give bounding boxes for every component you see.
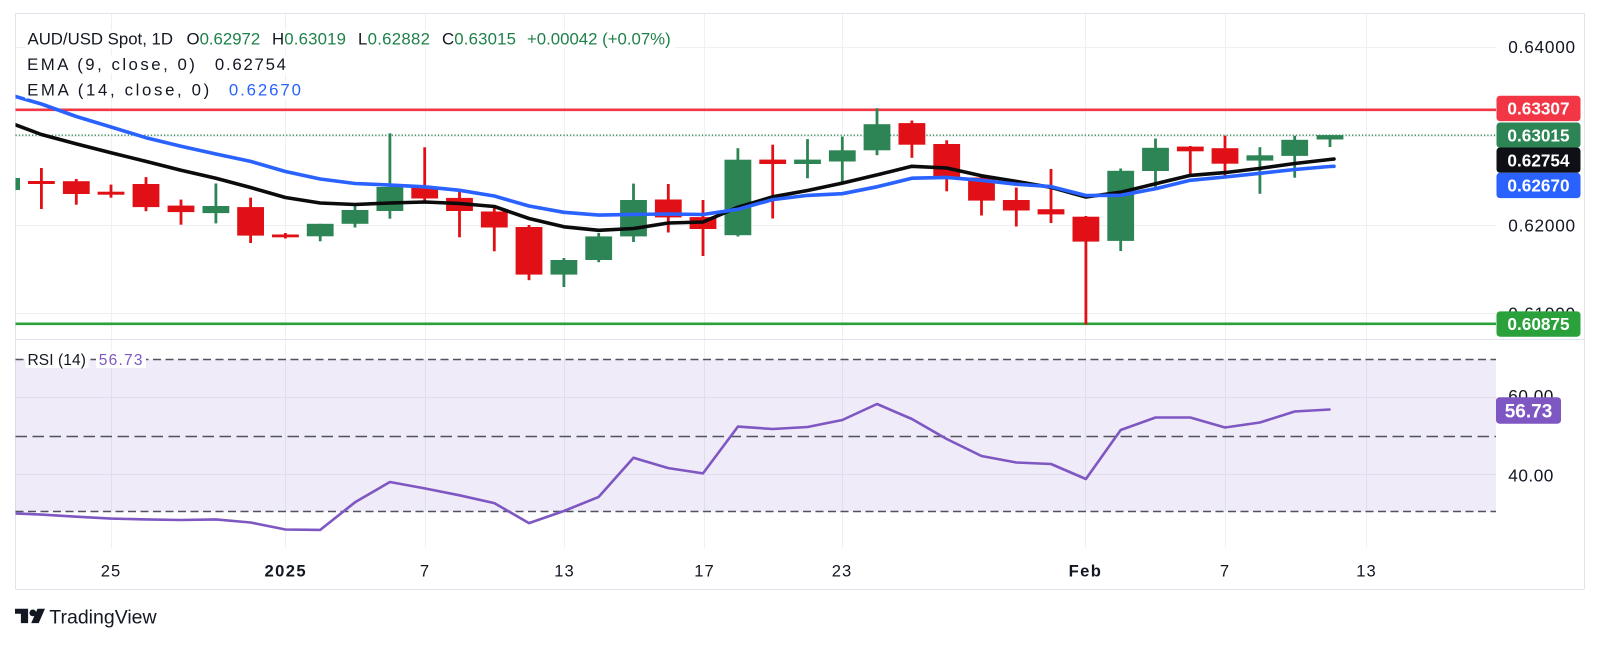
- svg-text:0.64000: 0.64000: [1508, 37, 1576, 57]
- svg-text:H0.63019: H0.63019: [272, 29, 346, 48]
- svg-text:7: 7: [420, 562, 430, 581]
- svg-text:AUD/USD Spot, 1D: AUD/USD Spot, 1D: [28, 29, 173, 48]
- svg-text:0.62754: 0.62754: [1507, 150, 1570, 170]
- svg-text:13: 13: [1356, 562, 1376, 581]
- svg-text:+0.00042 (+0.07%): +0.00042 (+0.07%): [527, 29, 671, 48]
- svg-text:0.62670: 0.62670: [229, 81, 303, 100]
- svg-text:56.73: 56.73: [99, 352, 144, 369]
- svg-text:13: 13: [554, 562, 574, 581]
- svg-text:25: 25: [101, 562, 121, 581]
- svg-text:0.60875: 0.60875: [1507, 314, 1570, 334]
- svg-text:56.73: 56.73: [1505, 401, 1553, 422]
- svg-text:0.62000: 0.62000: [1508, 216, 1576, 236]
- svg-text:0.62670: 0.62670: [1507, 176, 1569, 196]
- svg-text:EMA (14, close, 0): EMA (14, close, 0): [27, 81, 212, 100]
- svg-text:0.63015: 0.63015: [1507, 125, 1570, 145]
- svg-text:0.62754: 0.62754: [215, 55, 288, 74]
- svg-text:L0.62882: L0.62882: [358, 29, 430, 48]
- svg-text:Feb: Feb: [1069, 562, 1103, 581]
- svg-text:C0.63015: C0.63015: [442, 29, 516, 48]
- svg-text:40.00: 40.00: [1508, 465, 1554, 485]
- svg-text:O0.62972: O0.62972: [187, 29, 261, 48]
- svg-text:RSI (14): RSI (14): [28, 352, 87, 369]
- svg-text:EMA (9, close, 0): EMA (9, close, 0): [27, 55, 197, 74]
- svg-text:2025: 2025: [265, 562, 308, 581]
- svg-text:17: 17: [694, 562, 714, 581]
- svg-text:23: 23: [832, 562, 852, 581]
- svg-text:TradingView: TradingView: [49, 607, 157, 629]
- svg-text:0.63307: 0.63307: [1507, 99, 1569, 119]
- svg-text:7: 7: [1220, 562, 1230, 581]
